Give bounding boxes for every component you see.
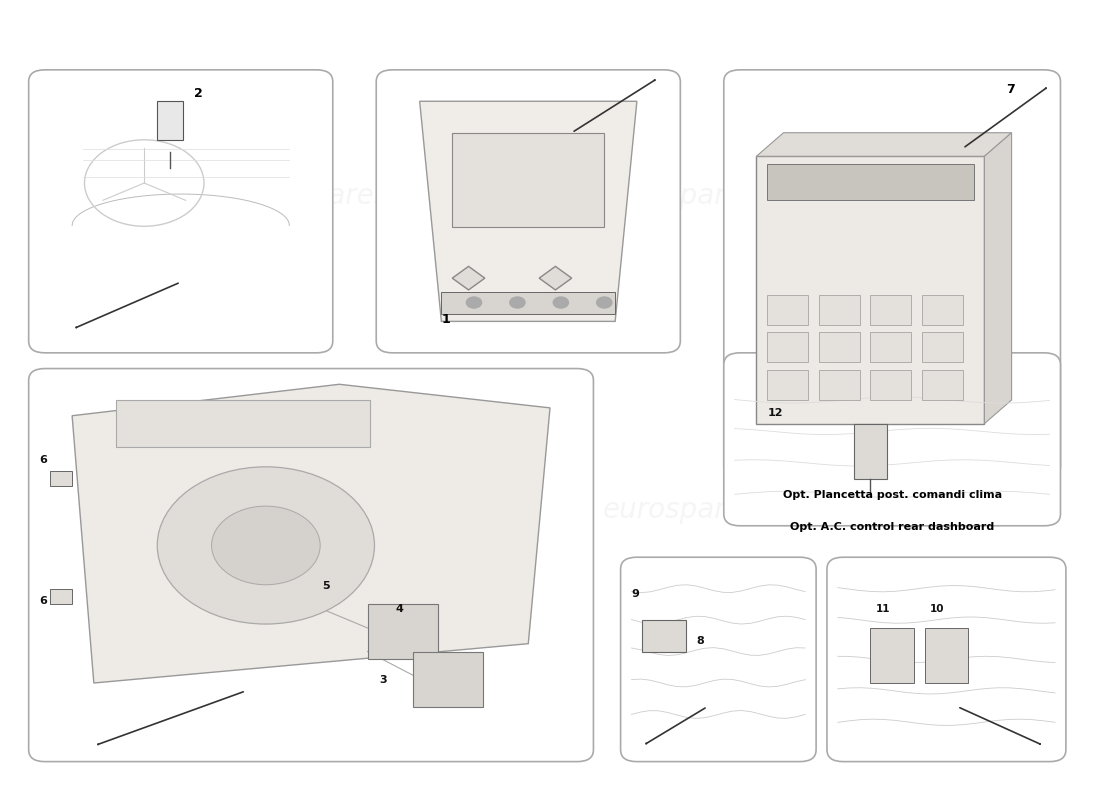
Circle shape [157,467,374,624]
Polygon shape [73,384,550,683]
Bar [642,620,685,651]
Polygon shape [420,102,637,322]
Bar [870,628,914,683]
FancyBboxPatch shape [724,70,1060,478]
Bar [922,294,962,325]
Bar [925,628,968,683]
Text: 11: 11 [876,604,890,614]
Circle shape [211,506,320,585]
FancyBboxPatch shape [29,70,333,353]
Bar [870,370,911,400]
Text: 12: 12 [767,408,783,418]
Bar [157,101,183,141]
Bar [51,470,73,486]
Bar [441,291,615,314]
Bar [767,164,974,199]
Bar [452,133,604,227]
Text: 10: 10 [931,604,945,614]
Polygon shape [539,266,572,290]
Bar [51,589,73,604]
Text: eurospares: eurospares [233,496,388,524]
Bar [854,423,887,478]
Text: 8: 8 [696,636,704,646]
FancyBboxPatch shape [376,70,680,353]
Circle shape [596,297,612,308]
Circle shape [509,297,525,308]
Text: Opt. Plancetta post. comandi clima: Opt. Plancetta post. comandi clima [782,490,1002,501]
Polygon shape [984,133,1012,423]
Bar [818,370,859,400]
Circle shape [553,297,569,308]
Bar [767,332,808,362]
FancyBboxPatch shape [620,558,816,762]
Bar [818,294,859,325]
Polygon shape [757,133,1012,156]
Bar [767,370,808,400]
Text: eurospares: eurospares [233,182,388,210]
Text: 1: 1 [441,313,450,326]
Bar [870,332,911,362]
Circle shape [466,297,482,308]
Bar [767,294,808,325]
Bar [870,294,911,325]
FancyBboxPatch shape [29,369,593,762]
Bar [116,400,370,447]
Text: 3: 3 [378,675,386,685]
Text: 9: 9 [631,589,639,598]
Text: 6: 6 [40,596,47,606]
Bar [367,604,438,659]
Text: eurospares: eurospares [603,496,758,524]
Bar [922,370,962,400]
Text: 6: 6 [40,455,47,465]
FancyBboxPatch shape [724,353,1060,526]
Bar [922,332,962,362]
Text: Opt. A.C. control rear dashboard: Opt. A.C. control rear dashboard [790,522,994,532]
Polygon shape [452,266,485,290]
Text: 4: 4 [396,604,404,614]
FancyBboxPatch shape [827,558,1066,762]
Text: eurospares: eurospares [603,182,758,210]
Text: 2: 2 [194,87,202,100]
Bar [818,332,859,362]
Text: 5: 5 [322,581,330,590]
Bar [412,651,483,706]
Bar [757,156,984,423]
Text: 7: 7 [1006,83,1015,97]
